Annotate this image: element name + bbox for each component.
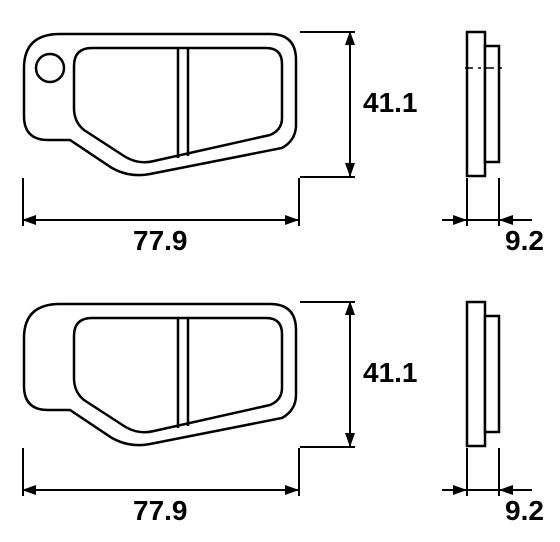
height-dim-2: 41.1: [363, 357, 418, 389]
width-dim-1: 77.9: [133, 225, 188, 257]
height-dim-1: 41.1: [363, 87, 418, 119]
thickness-dim-1: 9.2: [505, 225, 544, 257]
brake-pad-side-view-1: [465, 30, 525, 178]
width-dim-2: 77.9: [133, 495, 188, 527]
brake-pad-face-view-2: [20, 300, 300, 448]
thickness-dim-2: 9.2: [505, 495, 544, 527]
brake-pad-face-view-1: [20, 30, 300, 178]
brake-pad-side-view-2: [465, 300, 525, 448]
